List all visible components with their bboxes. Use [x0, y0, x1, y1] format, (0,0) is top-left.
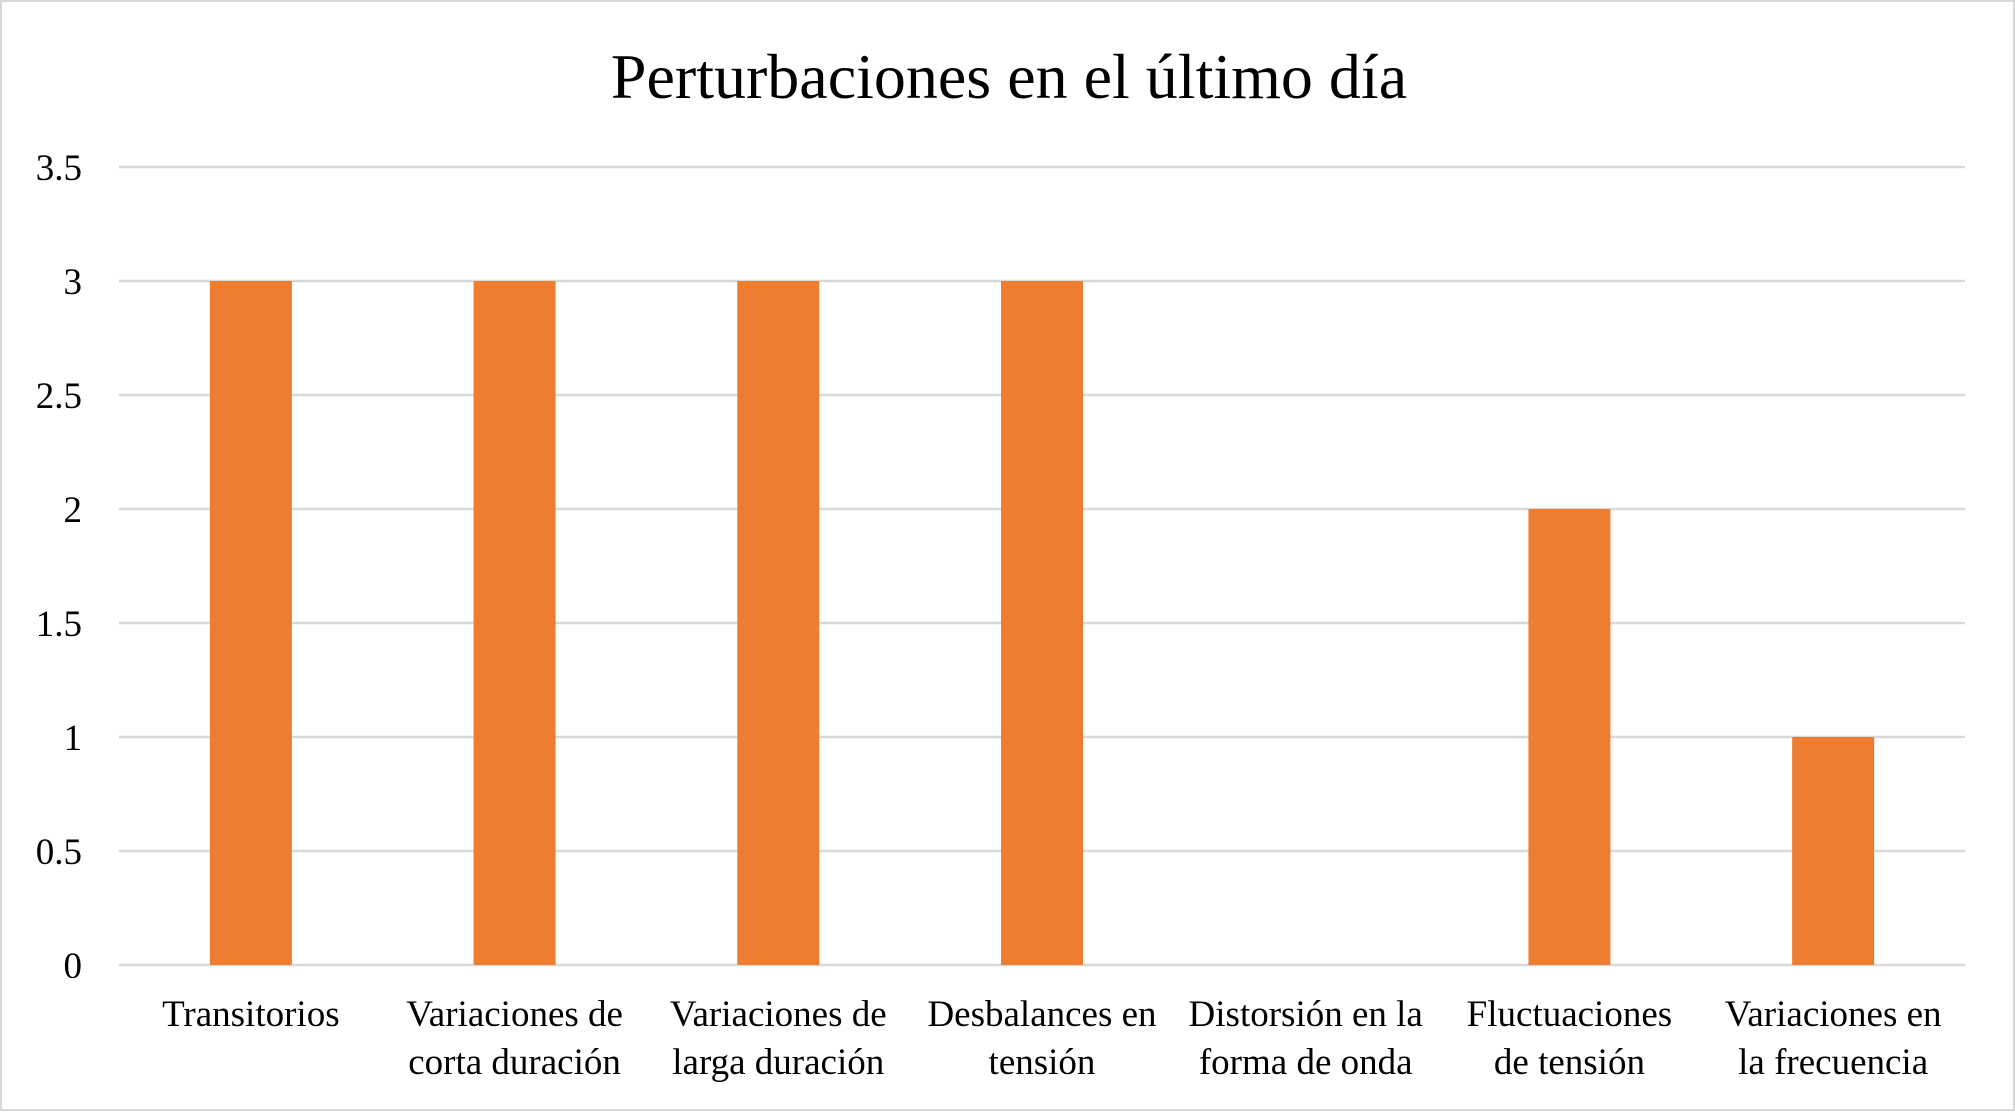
x-category-label: Desbalances en	[927, 994, 1156, 1035]
y-tick-label: 3	[64, 262, 83, 303]
x-category-label: tensión	[989, 1042, 1096, 1083]
bars	[209, 281, 1875, 965]
bar	[1001, 281, 1083, 965]
bar	[209, 281, 292, 965]
y-tick-label: 0	[64, 946, 83, 987]
y-tick-label: 3.5	[36, 148, 82, 189]
y-tick-label: 1.5	[36, 604, 82, 645]
y-tick-label: 2	[64, 490, 83, 531]
x-category-label: forma de onda	[1199, 1042, 1413, 1083]
x-category-label: Fluctuaciones	[1467, 994, 1673, 1035]
chart-title: Perturbaciones en el último día	[611, 41, 1407, 112]
x-category-label: la frecuencia	[1738, 1042, 1928, 1083]
x-category-label: Variaciones de	[406, 994, 623, 1035]
x-category-label: Transitorios	[162, 994, 340, 1035]
y-tick-label: 0.5	[36, 832, 82, 873]
x-category-label: Distorsión en la	[1189, 994, 1423, 1035]
x-category-label: Variaciones en	[1725, 994, 1942, 1035]
bar	[737, 281, 820, 965]
y-axis-ticks: 0 0.5 1 1.5 2 2.5 3 3.5	[36, 148, 82, 987]
x-category-label: corta duración	[408, 1042, 621, 1083]
y-tick-label: 1	[64, 718, 83, 759]
y-tick-label: 2.5	[36, 376, 82, 417]
x-axis-labels: Transitorios Variaciones de corta duración…	[162, 994, 1941, 1083]
x-category-label: larga duración	[672, 1042, 884, 1083]
bar	[473, 281, 556, 965]
x-category-label: de tensión	[1494, 1042, 1645, 1083]
x-category-label: Variaciones de	[670, 994, 887, 1035]
bar	[1528, 509, 1611, 965]
bar	[1792, 737, 1875, 965]
